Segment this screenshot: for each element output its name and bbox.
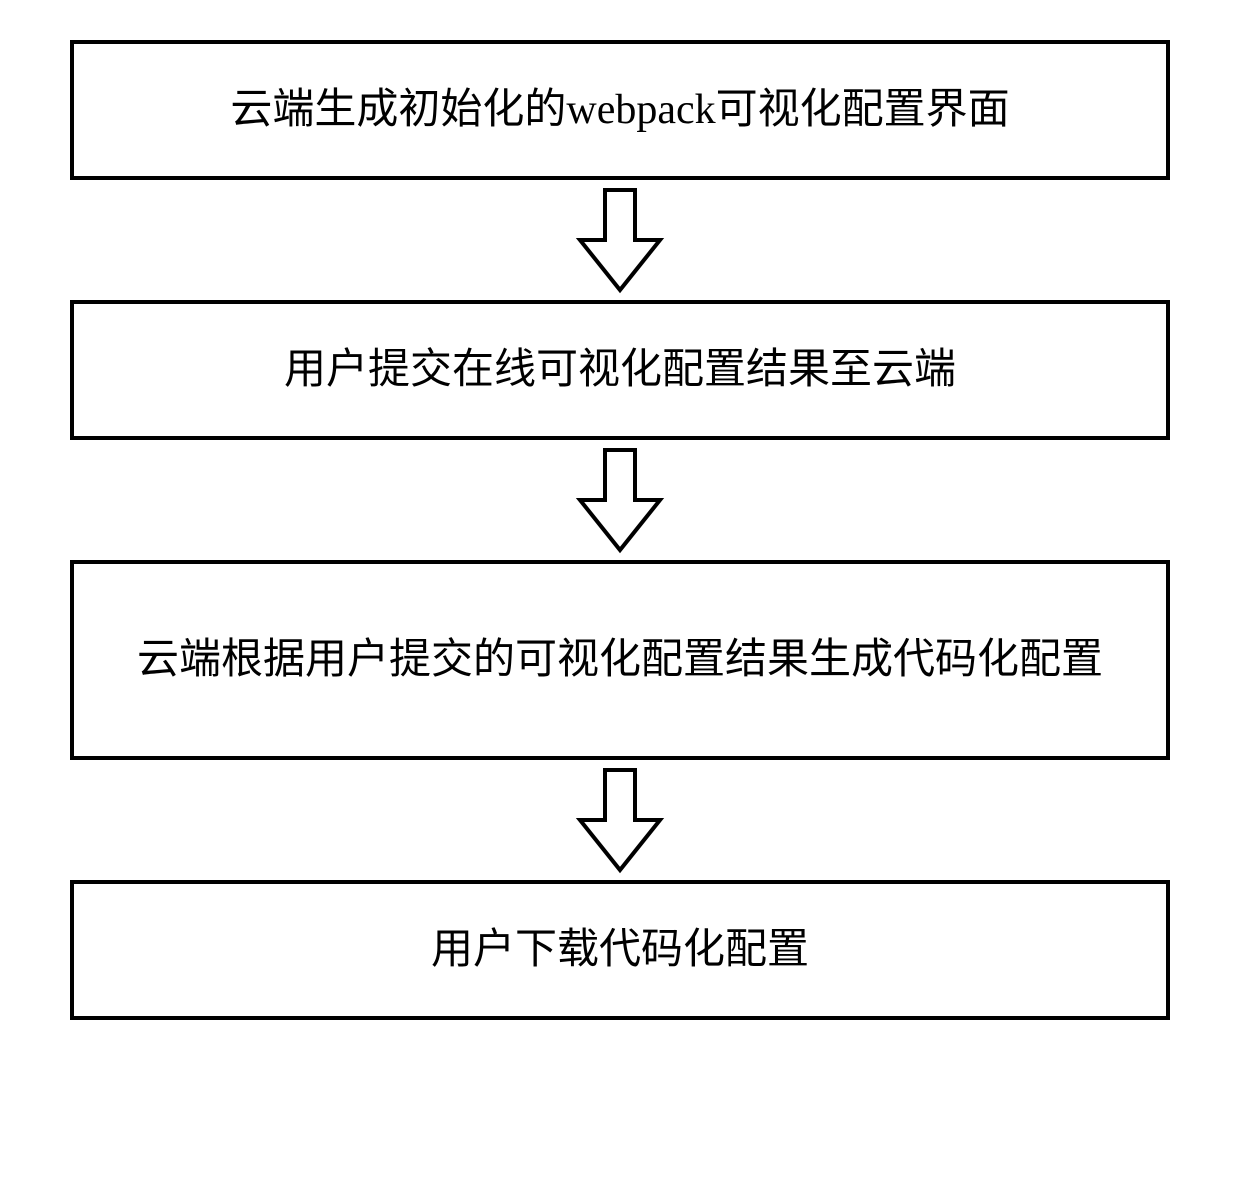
flow-arrow-3 xyxy=(575,760,665,880)
flow-step-4: 用户下载代码化配置 xyxy=(70,880,1170,1020)
flow-step-2: 用户提交在线可视化配置结果至云端 xyxy=(70,300,1170,440)
flow-step-1: 云端生成初始化的webpack可视化配置界面 xyxy=(70,40,1170,180)
flow-step-2-label: 用户提交在线可视化配置结果至云端 xyxy=(284,339,956,402)
flow-arrow-1 xyxy=(575,180,665,300)
flow-step-3-label: 云端根据用户提交的可视化配置结果生成代码化配置 xyxy=(137,629,1103,692)
down-arrow-icon xyxy=(575,185,665,295)
flow-step-1-label: 云端生成初始化的webpack可视化配置界面 xyxy=(230,79,1009,142)
down-arrow-icon xyxy=(575,765,665,875)
flow-step-3: 云端根据用户提交的可视化配置结果生成代码化配置 xyxy=(70,560,1170,760)
flow-step-4-label: 用户下载代码化配置 xyxy=(431,919,809,982)
flow-arrow-2 xyxy=(575,440,665,560)
down-arrow-icon xyxy=(575,445,665,555)
